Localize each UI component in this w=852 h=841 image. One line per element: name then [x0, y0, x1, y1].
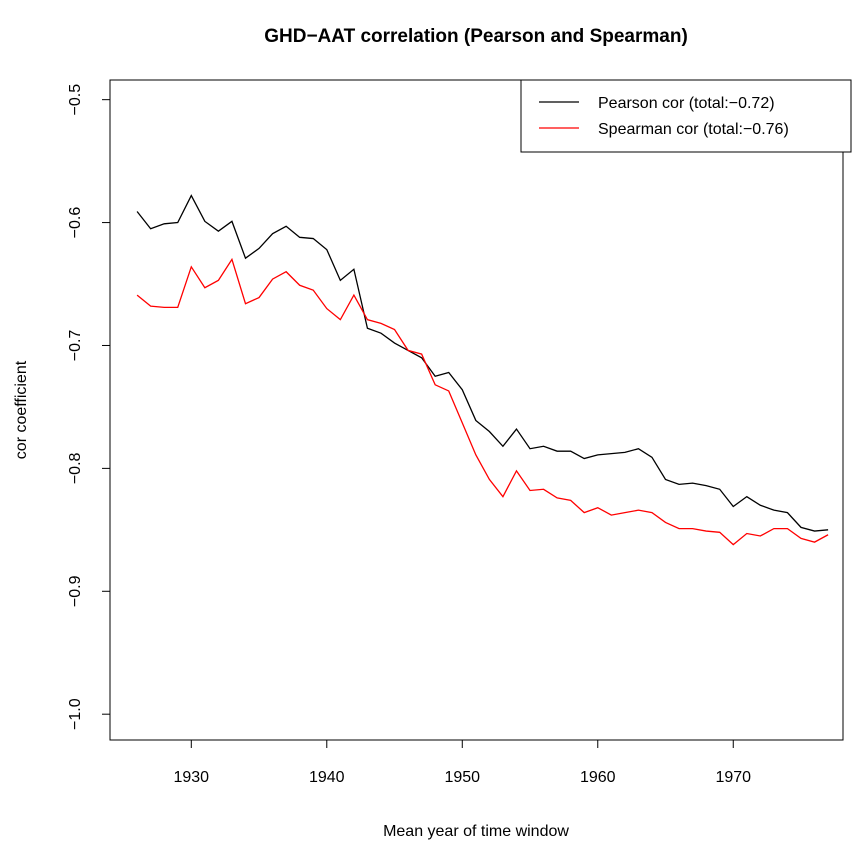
y-axis-label: cor coefficient	[13, 360, 30, 459]
x-tick-label: 1970	[715, 769, 751, 786]
x-tick-label: 1930	[173, 769, 209, 786]
x-tick-label: 1940	[309, 769, 345, 786]
legend-label: Spearman cor (total:−0.76)	[598, 121, 789, 138]
y-tick-label: −0.6	[67, 207, 84, 239]
legend-label: Pearson cor (total:−0.72)	[598, 95, 775, 112]
x-axis-label: Mean year of time window	[383, 823, 569, 840]
legend-box	[520, 79, 852, 153]
chart-title: GHD−AAT correlation (Pearson and Spearma…	[264, 26, 688, 47]
y-tick-label: −0.7	[67, 330, 84, 362]
y-tick-label: −0.8	[67, 452, 84, 484]
plot-frame	[109, 79, 844, 741]
x-tick-label: 1960	[580, 769, 616, 786]
y-tick-label: −0.9	[67, 575, 84, 607]
series-line	[136, 194, 829, 532]
y-tick-label: −1.0	[67, 698, 84, 730]
y-tick-label: −0.5	[67, 84, 84, 116]
x-tick-label: 1950	[444, 769, 480, 786]
series-line	[136, 257, 829, 546]
